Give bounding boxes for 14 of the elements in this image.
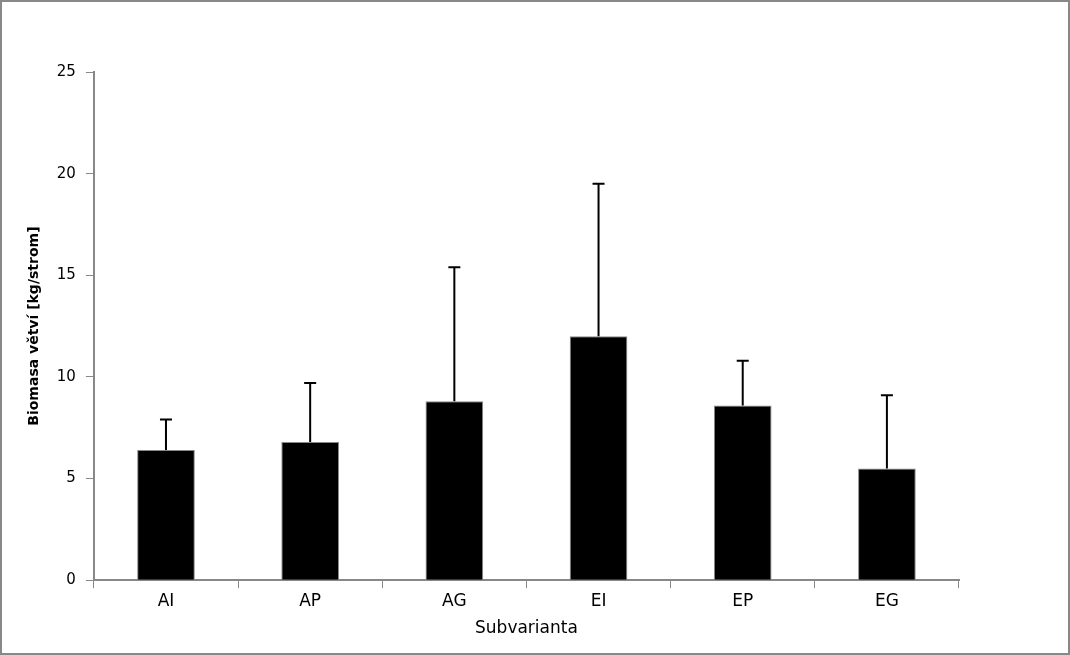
y-tick-label: 20 xyxy=(56,163,76,182)
y-tick-label: 10 xyxy=(56,366,76,385)
x-axis-title: Subvarianta xyxy=(475,617,578,638)
x-tick-label: AG xyxy=(442,589,467,610)
y-tick-label: 5 xyxy=(66,468,76,487)
y-tick-label: 25 xyxy=(56,61,76,80)
x-tick-label: EI xyxy=(590,589,607,610)
y-axis-title: Biomasa větví [kg/strom] xyxy=(25,226,42,426)
x-tick-label: EP xyxy=(732,589,754,610)
y-tick-label: 0 xyxy=(66,570,76,589)
x-tick-label: EG xyxy=(874,589,899,610)
x-tick-label: AP xyxy=(299,589,322,610)
x-tick-label: AI xyxy=(157,589,175,610)
y-tick-label: 15 xyxy=(56,265,76,284)
